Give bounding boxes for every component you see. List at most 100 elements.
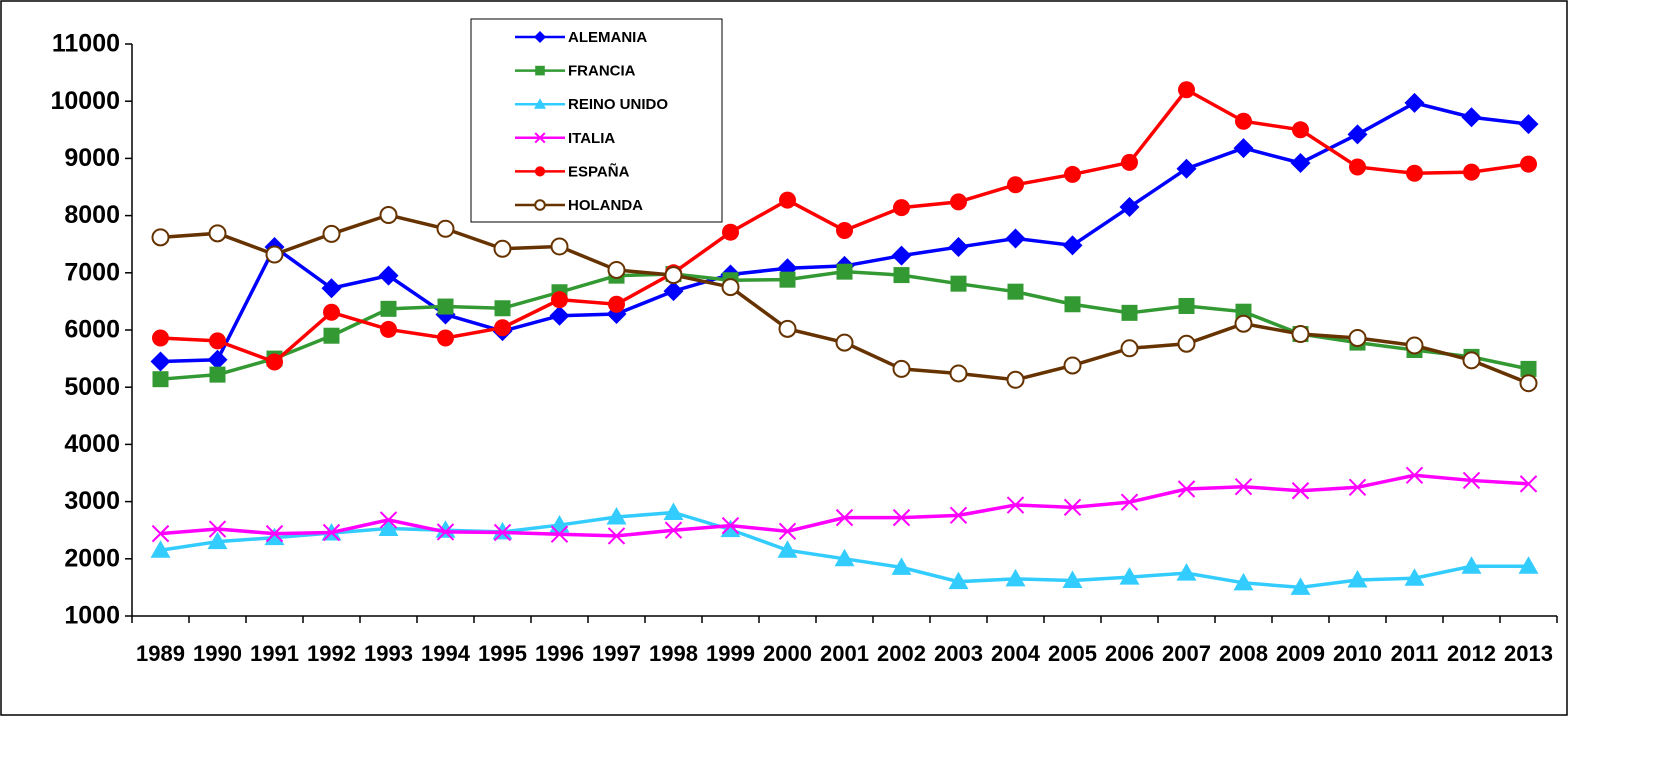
x-tick-label: 1996	[535, 641, 584, 666]
x-tick-label: 2009	[1276, 641, 1325, 666]
x-tick-label: 1995	[478, 641, 527, 666]
marker	[836, 221, 853, 239]
marker	[1405, 466, 1424, 484]
marker	[378, 265, 399, 286]
marker	[322, 523, 341, 542]
marker	[208, 520, 227, 538]
marker	[664, 521, 683, 539]
marker	[891, 245, 912, 266]
marker	[1520, 155, 1537, 173]
marker	[437, 329, 454, 347]
marker	[322, 224, 341, 243]
marker	[436, 523, 455, 541]
marker	[779, 271, 796, 288]
marker	[607, 260, 626, 279]
marker	[1463, 163, 1480, 181]
marker	[1347, 124, 1368, 145]
marker	[1176, 563, 1197, 581]
marker	[1007, 176, 1024, 194]
marker	[1349, 158, 1366, 176]
y-tick-label: 6000	[64, 316, 120, 344]
marker	[1234, 314, 1253, 333]
marker	[892, 359, 911, 378]
marker	[721, 516, 740, 535]
marker	[1234, 478, 1253, 496]
marker	[1404, 92, 1425, 113]
x-tick-label: 2000	[763, 641, 812, 666]
marker	[1119, 567, 1140, 585]
marker	[721, 278, 740, 297]
marker	[720, 519, 741, 538]
marker	[1178, 81, 1195, 99]
marker	[835, 333, 854, 352]
marker	[209, 366, 226, 383]
marker	[778, 319, 797, 338]
marker	[1063, 356, 1082, 375]
y-tick-label: 1000	[64, 602, 120, 630]
legend-label: ALEMANIA	[568, 29, 647, 46]
marker	[950, 275, 967, 292]
marker	[607, 527, 626, 545]
y-tick-label: 2000	[64, 544, 120, 572]
marker	[265, 245, 284, 264]
marker	[893, 199, 910, 217]
x-tick-label: 2011	[1391, 641, 1439, 666]
y-tick-label: 7000	[64, 258, 120, 286]
marker	[836, 263, 853, 280]
marker	[494, 319, 511, 337]
marker	[379, 511, 398, 529]
marker	[949, 506, 968, 525]
marker	[891, 557, 912, 575]
marker	[323, 327, 340, 344]
marker	[834, 548, 855, 567]
x-tick-label: 1989	[136, 641, 185, 666]
marker	[1007, 283, 1024, 300]
marker	[1063, 498, 1082, 517]
marker	[380, 320, 397, 338]
marker	[152, 329, 169, 347]
marker	[1520, 360, 1537, 377]
x-tick-label: 2003	[934, 641, 983, 666]
x-tick-label: 1992	[307, 641, 356, 666]
legend-label: REINO UNIDO	[568, 96, 668, 113]
marker	[948, 571, 969, 590]
marker	[534, 98, 546, 109]
legend-label: ITALIA	[568, 130, 615, 147]
marker	[1064, 296, 1081, 313]
x-tick-label: 1997	[592, 641, 641, 666]
marker	[152, 371, 169, 388]
marker	[779, 191, 796, 209]
y-tick-label: 5000	[64, 373, 120, 401]
marker	[1290, 152, 1311, 173]
x-tick-label: 2006	[1105, 641, 1154, 666]
marker	[1462, 351, 1481, 370]
marker	[1518, 556, 1539, 574]
marker	[948, 237, 969, 258]
marker	[151, 228, 170, 247]
marker	[493, 239, 512, 258]
marker	[209, 332, 226, 350]
legend-label: FRANCIA	[568, 63, 636, 80]
marker	[1119, 197, 1140, 218]
marker	[1121, 153, 1138, 171]
marker	[1064, 165, 1081, 183]
x-tick-label: 2004	[991, 641, 1041, 666]
marker	[893, 267, 910, 284]
marker	[1176, 158, 1197, 179]
marker	[436, 219, 455, 238]
marker	[1177, 334, 1196, 353]
marker	[1291, 482, 1310, 500]
x-tick-label: 2013	[1504, 641, 1553, 666]
marker	[265, 524, 284, 543]
marker	[534, 132, 546, 144]
marker	[266, 353, 283, 371]
marker	[207, 349, 228, 370]
marker	[1519, 475, 1538, 493]
marker	[1005, 228, 1026, 249]
marker	[1519, 374, 1538, 393]
marker	[606, 507, 627, 525]
marker	[550, 525, 569, 543]
marker	[1348, 329, 1367, 348]
marker	[1006, 496, 1025, 514]
